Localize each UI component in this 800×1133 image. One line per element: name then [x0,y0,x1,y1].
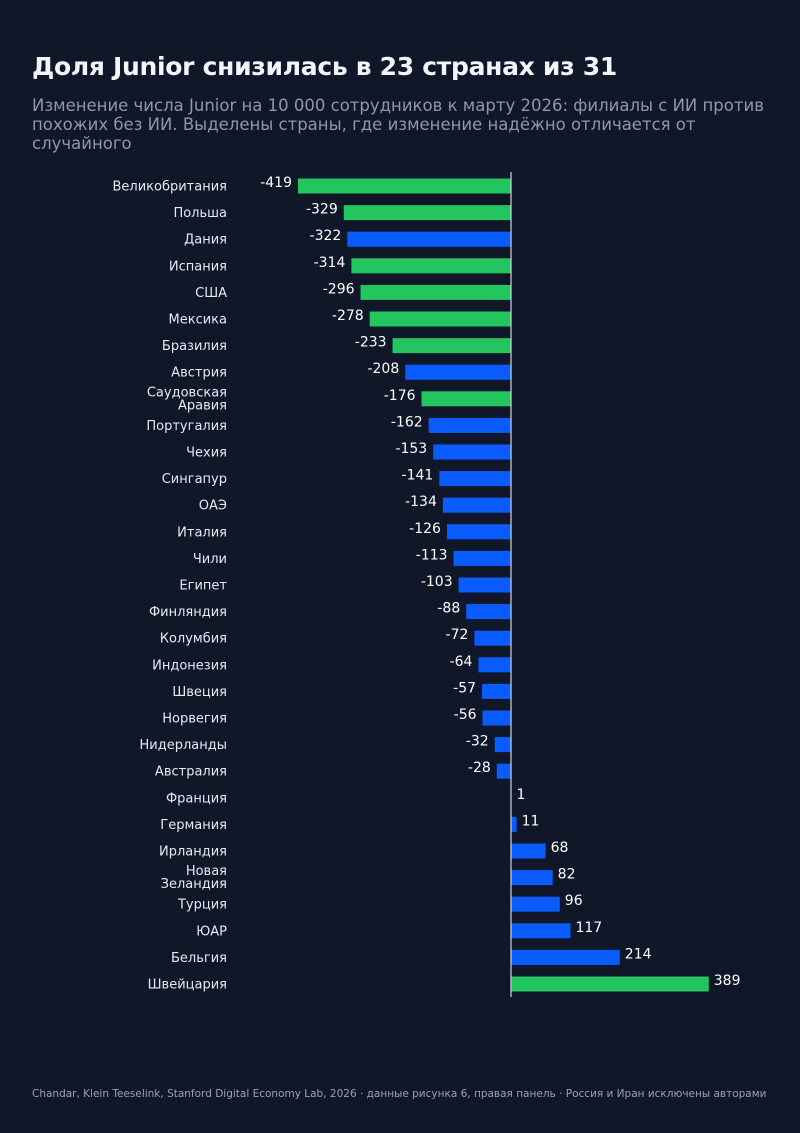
bar-15 [453,550,511,566]
category-label-14: Италия [177,525,227,540]
category-label-21: Норвегия [162,712,227,727]
bar-3 [347,231,511,247]
category-label-10: Португалия [146,419,227,434]
bar-6 [369,311,511,327]
bar-23 [496,763,511,779]
category-label-22: Нидерланды [140,738,228,753]
value-label-26: 68 [551,840,569,856]
bar-22 [494,737,511,753]
bar-20 [482,683,511,699]
bar-11 [433,444,511,460]
bar-14 [446,524,511,540]
category-label-15: Чили [193,552,227,567]
value-label-5: -296 [323,281,355,297]
bar-7 [392,338,511,354]
category-label-18: Колумбия [160,632,227,647]
value-label-9: -176 [384,388,416,404]
value-label-30: 214 [625,946,652,962]
category-label-28: Турция [177,898,227,913]
category-label-4: Испания [169,259,227,274]
value-label-4: -314 [314,255,346,271]
category-label-23: Австралия [155,765,227,780]
subtitle-line-2: похожих без ИИ. Выделены страны, где изм… [32,115,696,153]
bar-8 [405,364,511,380]
bar-16 [458,577,511,593]
category-label-12: Сингапур [162,472,227,487]
category-label-26: Ирландия [159,845,227,860]
bar-17 [466,604,511,620]
category-label-8: Австрия [171,366,227,381]
category-label-7: Бразилия [162,339,227,354]
bar-29 [511,923,571,939]
category-label-19: Индонезия [152,658,227,673]
category-label-1: Великобритания [112,180,227,195]
value-label-1: -419 [260,175,292,191]
bar-26 [511,843,546,859]
bar-1 [298,178,511,194]
value-label-15: -113 [416,547,448,563]
value-label-14: -126 [409,521,441,537]
value-label-7: -233 [355,335,387,351]
bar-19 [478,657,511,673]
bar-27 [511,870,553,886]
category-label-20: Швеция [172,685,227,700]
value-label-12: -141 [402,468,434,484]
value-label-2: -329 [306,202,338,218]
bar-5 [360,284,511,300]
bar-21 [482,710,511,726]
chart-title: Доля Junior снизилась в 23 странах из 31 [32,52,617,81]
value-label-31: 389 [714,973,741,989]
value-label-28: 96 [565,893,583,909]
value-label-29: 117 [575,920,602,936]
category-label-25: Германия [160,818,227,833]
value-label-6: -278 [332,308,364,324]
value-label-13: -134 [405,494,437,510]
category-label-27: Новая Зеландия [161,864,227,892]
bar-25 [511,816,517,832]
bar-18 [474,630,511,646]
value-label-11: -153 [395,441,427,457]
value-label-10: -162 [391,414,423,430]
category-label-5: США [195,286,227,301]
category-label-31: Швейцария [148,978,227,993]
value-label-8: -208 [367,361,399,377]
bar-28 [511,896,560,912]
category-label-17: Финляндия [149,605,227,620]
bar-30 [511,949,620,965]
bar-4 [351,258,511,274]
category-label-9: Саудовская Аравия [147,385,227,413]
category-label-30: Бельгия [171,951,227,966]
chart-subtitle: Изменение числа Junior на 10 000 сотрудн… [32,96,772,153]
value-label-24: 1 [517,787,526,803]
value-label-17: -88 [437,601,460,617]
value-label-27: 82 [558,867,576,883]
value-label-20: -57 [453,680,476,696]
category-label-3: Дания [184,233,227,248]
value-label-22: -32 [466,734,489,750]
subtitle-line-1: Изменение числа Junior на 10 000 сотрудн… [32,96,764,115]
category-label-11: Чехия [186,446,227,461]
bar-10 [428,417,511,433]
category-label-6: Мексика [169,313,227,328]
value-label-18: -72 [446,627,469,643]
bar-31 [511,976,709,992]
bar-9 [421,391,511,407]
category-label-13: ОАЭ [199,499,227,514]
category-label-16: Египет [179,579,227,594]
value-label-25: 11 [522,813,540,829]
category-label-2: Польша [173,206,227,221]
value-label-19: -64 [450,654,473,670]
bar-2 [343,205,511,221]
value-label-16: -103 [421,574,453,590]
bar-13 [442,497,511,513]
bar-12 [439,471,511,487]
bars-group: Великобритания -419 Польша -329 Дания -322 Исп… [112,175,740,993]
value-label-3: -322 [310,228,342,244]
source-note: Chandar, Klein Teeselink, Stanford Digit… [32,1088,767,1100]
category-label-29: ЮАР [196,924,227,939]
value-label-23: -28 [468,760,491,776]
category-label-24: Франция [166,791,227,806]
value-label-21: -56 [454,707,477,723]
